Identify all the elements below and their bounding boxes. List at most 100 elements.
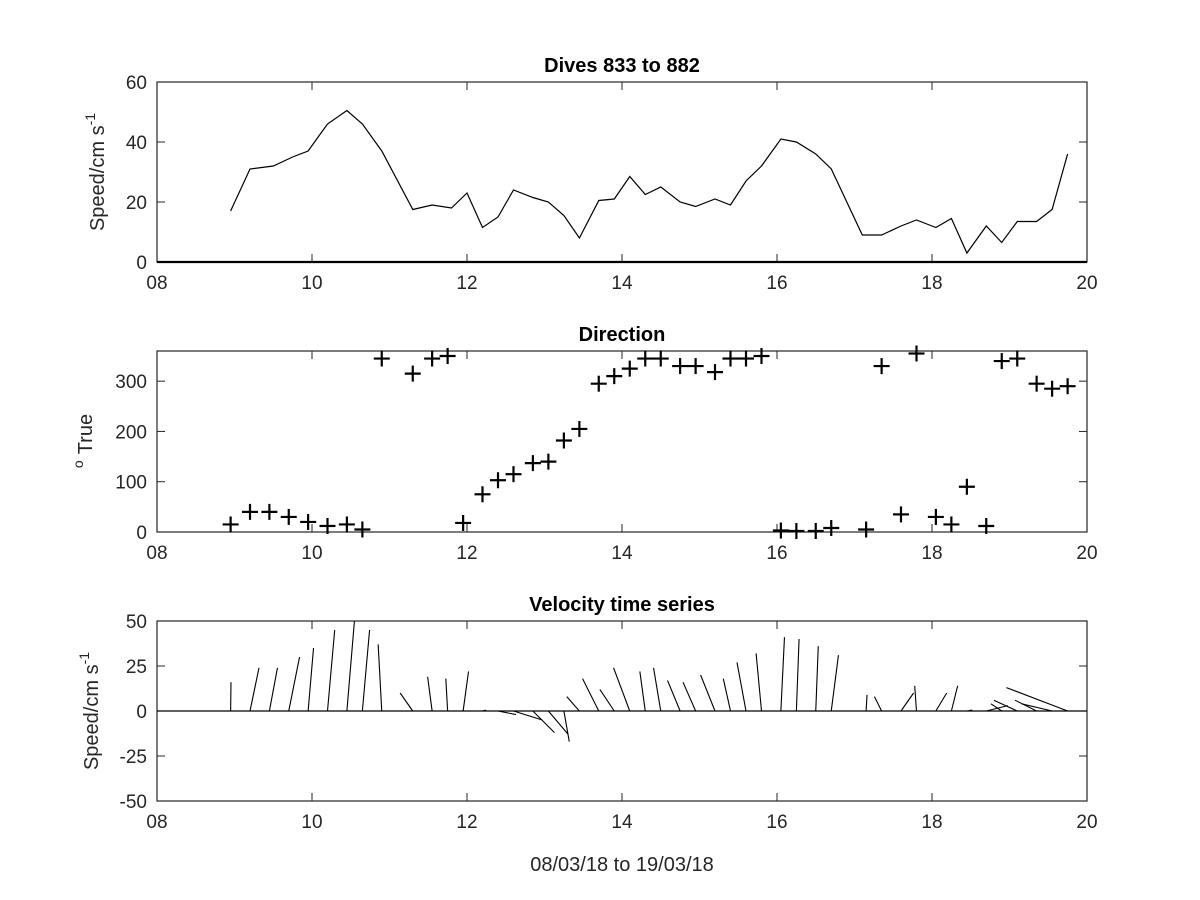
velocity-stick — [582, 678, 600, 712]
velocity-stick — [966, 709, 973, 712]
velocity-stick — [399, 692, 414, 712]
direction-point — [722, 350, 739, 367]
direction-point — [373, 350, 390, 367]
direction-point — [505, 466, 522, 483]
velocity-stick — [653, 667, 662, 712]
velocity-stick — [935, 692, 948, 712]
x-tick-label: 16 — [766, 543, 787, 564]
x-tick-label: 08 — [146, 812, 167, 833]
velocity-stick — [736, 662, 747, 712]
direction-panel-title: Direction — [579, 324, 666, 346]
velocity-stick — [566, 696, 580, 712]
velocity-stick — [639, 671, 646, 712]
x-tick-label: 14 — [611, 812, 633, 833]
direction-point — [788, 522, 805, 539]
x-tick-label: 10 — [301, 543, 322, 564]
direction-x-ticks: 08 10 12 14 16 18 20 — [146, 351, 1098, 564]
velocity-marks — [157, 620, 1087, 742]
speed-line — [230, 109, 1069, 255]
speed-panel-title: Dives 833 to 882 — [544, 55, 700, 77]
velocity-stick — [288, 656, 301, 712]
direction-y-axis-label: oTrue — [70, 414, 97, 468]
velocity-stick — [873, 696, 883, 712]
y-tick-label: 0 — [136, 253, 147, 274]
x-tick-label: 18 — [921, 273, 942, 294]
direction-panel: Direction 08 10 12 14 16 18 20 0 100 200 300 oTru… — [70, 324, 1098, 564]
direction-point — [474, 486, 491, 503]
velocity-stick — [682, 681, 697, 712]
direction-point — [455, 514, 472, 531]
x-tick-label: 18 — [921, 812, 942, 833]
velocity-stick — [377, 644, 383, 712]
x-tick-label: 20 — [1076, 273, 1097, 294]
velocity-stick — [427, 676, 433, 712]
direction-point — [1009, 350, 1026, 367]
velocity-stick — [613, 667, 631, 712]
x-tick-label: 12 — [456, 273, 477, 294]
x-tick-label: 16 — [766, 812, 787, 833]
velocity-stick — [563, 710, 570, 742]
velocity-x-ticks: 08 10 12 14 16 18 20 — [146, 621, 1098, 833]
direction-point — [590, 375, 607, 392]
x-tick-label: 20 — [1076, 543, 1097, 564]
direction-point — [637, 350, 654, 367]
direction-point — [621, 360, 638, 377]
velocity-stick — [513, 710, 543, 721]
y-tick-label: -50 — [120, 792, 147, 813]
velocity-stick — [346, 620, 355, 712]
x-tick-label: 12 — [456, 812, 477, 833]
direction-plot-area — [156, 350, 1088, 533]
direction-point — [687, 358, 704, 375]
direction-point — [908, 345, 925, 362]
velocity-stick — [307, 647, 315, 712]
y-tick-label: 0 — [136, 523, 147, 544]
direction-point — [858, 521, 875, 538]
direction-point — [606, 368, 623, 385]
velocity-x-axis-label: 08/03/18 to 19/03/18 — [530, 854, 714, 876]
x-tick-label: 08 — [146, 543, 167, 564]
direction-point — [242, 503, 258, 520]
direction-point — [555, 432, 572, 449]
direction-point — [873, 358, 890, 375]
speed-plot-area — [156, 81, 1088, 263]
direction-point — [1059, 378, 1076, 395]
direction-point — [738, 350, 754, 367]
velocity-stick — [755, 653, 763, 712]
direction-point — [524, 455, 541, 472]
speed-y-axis-label: Speed/cm s-1 — [82, 113, 109, 231]
direction-point — [958, 478, 975, 495]
velocity-stick — [497, 710, 517, 716]
velocity-stick — [900, 692, 915, 712]
velocity-stick — [667, 680, 681, 712]
velocity-stick — [830, 655, 839, 712]
velocity-stick — [990, 703, 1003, 712]
direction-point — [927, 508, 944, 525]
direction-point — [540, 453, 557, 470]
x-tick-label: 18 — [921, 543, 942, 564]
direction-point — [993, 353, 1010, 370]
x-tick-label: 12 — [456, 543, 477, 564]
velocity-stick — [249, 667, 260, 712]
y-tick-label: 25 — [126, 657, 147, 678]
velocity-stick — [361, 629, 371, 712]
velocity-stick — [599, 689, 615, 712]
velocity-y-ticks: 50 25 0 -25 -50 — [120, 612, 1087, 813]
velocity-stick — [700, 674, 716, 712]
velocity-stick — [795, 638, 800, 712]
speed-marks — [157, 109, 1087, 264]
velocity-stick — [326, 629, 336, 712]
direction-point — [404, 365, 421, 382]
speed-y-ticks: 0 20 40 60 — [126, 73, 1087, 274]
y-tick-label: 100 — [115, 473, 147, 494]
y-tick-label: -25 — [120, 747, 147, 768]
direction-marks — [222, 345, 1076, 539]
direction-point — [978, 517, 995, 534]
velocity-panel-title: Velocity time series — [529, 594, 715, 616]
x-tick-label: 20 — [1076, 812, 1097, 833]
y-tick-label: 60 — [126, 73, 147, 94]
velocity-stick — [1006, 687, 1068, 712]
velocity-stick — [482, 709, 487, 712]
direction-point — [753, 348, 770, 365]
speed-panel: Dives 833 to 882 08 10 12 14 16 18 20 0204060 … — [82, 55, 1098, 294]
y-tick-label: 20 — [126, 193, 147, 214]
